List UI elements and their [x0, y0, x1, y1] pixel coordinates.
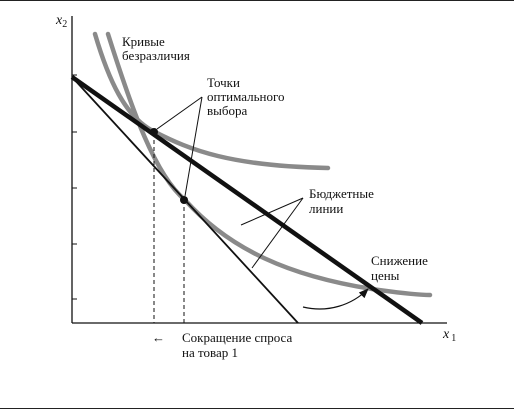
- pointer-line: [184, 96, 203, 197]
- y-axis-label: x2: [55, 13, 67, 30]
- budget-lines-label: Бюджетные линии: [309, 186, 377, 216]
- optimal-points-label: Точки оптимального выбора: [207, 75, 288, 118]
- optimal-point-2: [180, 196, 188, 204]
- indifference-label: Кривые безразличия: [122, 34, 190, 63]
- demand-arrow: ←: [152, 330, 165, 345]
- price-decrease-arrow: [302, 288, 369, 310]
- demand-reduction-label: Сокращение спроса на товар 1: [182, 330, 295, 360]
- pointer-line: [156, 96, 203, 130]
- y-axis-ticks: [72, 74, 77, 300]
- pointer-line: [240, 197, 304, 226]
- budget-line-after-price-drop: [70, 75, 424, 325]
- pointer-line: [251, 197, 304, 269]
- optimal-point-1: [150, 128, 158, 136]
- price-decrease-label: Снижение цены: [371, 253, 431, 283]
